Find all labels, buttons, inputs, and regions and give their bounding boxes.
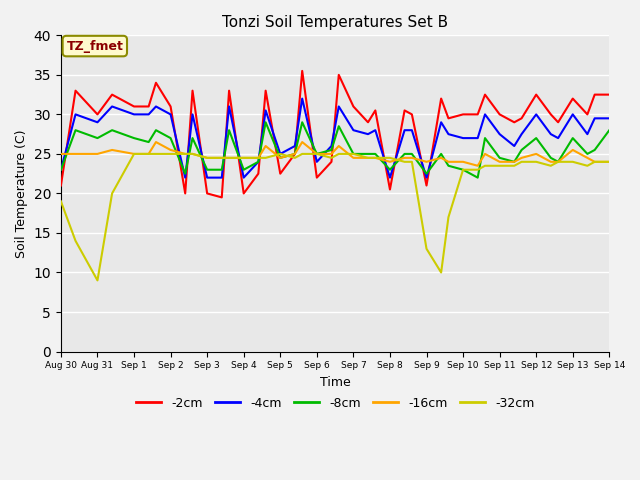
Title: Tonzi Soil Temperatures Set B: Tonzi Soil Temperatures Set B bbox=[222, 15, 448, 30]
Legend: -2cm, -4cm, -8cm, -16cm, -32cm: -2cm, -4cm, -8cm, -16cm, -32cm bbox=[131, 392, 540, 415]
Text: TZ_fmet: TZ_fmet bbox=[67, 39, 124, 53]
Y-axis label: Soil Temperature (C): Soil Temperature (C) bbox=[15, 129, 28, 258]
X-axis label: Time: Time bbox=[320, 376, 351, 389]
